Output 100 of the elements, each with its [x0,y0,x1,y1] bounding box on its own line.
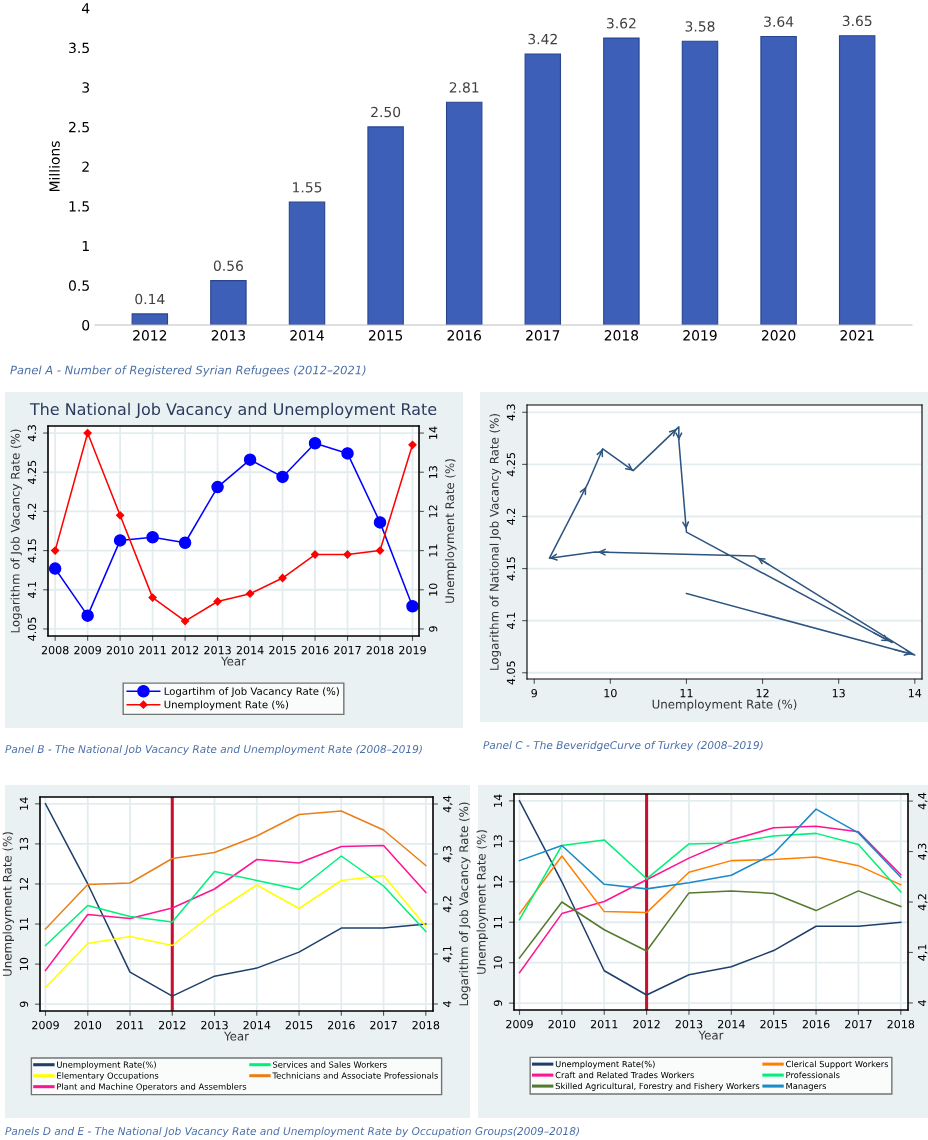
y-axis-title: Logarithm of Job Vacancy Rate (%) [10,429,22,633]
x-tick-label: 2010 [106,645,134,655]
x-tick-label: 2016 [327,1020,355,1030]
x-tick-label: 2011 [590,1019,618,1029]
x-tick-label: 2017 [370,1020,397,1030]
text: Panel C - The BeveridgeCurve of Turkey (2008–2019) [483,740,763,752]
y-tick-label: 4.1 [506,612,515,629]
x-tick-label: 14 [908,689,922,698]
x-tick-label: 2013 [211,330,245,341]
x-tick-label: 2011 [139,645,166,655]
legend-label: Professionals [786,1071,840,1079]
y-tick-label: 3 [82,82,90,93]
y2-tick-label: 4,3 [917,843,928,860]
x-tick-label: 2008 [41,645,69,655]
y2-tick-label: 4 [918,1000,927,1006]
y2-tick-label: 4,4 [918,792,928,810]
y-tick-label: 4.15 [27,539,37,563]
x-tick-label: 2015 [285,1020,313,1030]
data-label: 3.64 [764,16,794,27]
data-label: 0.56 [213,260,243,271]
x-tick-label: 2014 [243,1020,271,1030]
y2-tick-label: 4,3 [442,846,453,863]
data-label: 3.42 [528,33,557,45]
y-tick-label: 4 [81,3,90,14]
y-axis-title: Millions [49,141,60,192]
text: Panel A - Number of Registered Syrian Refugees (2012–2021) [10,365,366,377]
y2-tick-label: 4,2 [917,894,928,911]
y-tick-label: 11 [493,916,502,929]
y-tick-label: 4.25 [27,460,37,485]
y-tick-label: 4.05 [506,661,516,685]
data-label: 2.81 [449,82,479,93]
y2-tick-label: 11 [429,544,438,557]
legend-label: Skilled Agricultural, Forestry and Fishery Workers [555,1082,760,1091]
x-tick-label: 2015 [368,330,403,341]
legend-label: Logartihm of Job Vacancy Rate (%) [164,687,339,697]
y-tick-label: 4.15 [506,557,516,581]
x-tick-label: 2011 [116,1020,144,1030]
data-label: 0.14 [135,293,165,305]
x-tick-label: 11 [680,689,693,698]
y-tick-label: 13 [493,835,503,848]
data-label: 1.55 [293,182,322,193]
legend-label: Craft and Related Trades Workers [555,1071,694,1079]
data-label: 2.50 [371,106,401,118]
x-tick-label: 2013 [201,1020,228,1030]
x-tick-label: 2017 [334,645,361,655]
y-tick-label: 13 [19,837,29,850]
legend-label: Technicians and Associate Professionals [272,1072,438,1079]
y-tick-label: 4.2 [506,508,515,525]
y2-tick-label: 9 [428,626,438,632]
x-tick-label: 2019 [399,645,426,655]
y-tick-label: 12 [493,875,502,888]
y2-axis-title: Unemployment Rate (%) [445,459,457,603]
data-label: 3.65 [842,15,872,27]
x-tick-label: 2017 [845,1019,872,1029]
x-tick-label: 2010 [74,1020,102,1030]
legend-label: Unemployment Rate(%) [57,1061,156,1070]
y-tick-label: 10 [19,957,29,970]
x-tick-label: 2016 [447,330,481,341]
x-axis-title: Year [698,1030,724,1040]
x-tick-label: 2019 [683,330,717,341]
text: Panel B - The National Job Vacancy Rate and Unemployment Rate (2008–2019) [5,744,422,756]
y2-tick-label: 14 [429,426,438,439]
x-tick-label: 2018 [412,1020,440,1030]
x-tick-label: 13 [832,688,845,698]
x-tick-label: 2013 [675,1019,703,1029]
y-tick-label: 2.5 [69,121,89,133]
y2-tick-label: 12 [428,505,438,518]
y2-tick-label: 4,1 [918,944,928,961]
y-tick-label: 12 [19,878,28,890]
data-label: 3.58 [685,21,715,32]
x-tick-label: 9 [531,688,537,698]
x-tick-label: 2013 [204,645,231,655]
x-tick-label: 12 [756,688,769,698]
legend-label: Unemployment Rate (%) [164,700,289,711]
y-tick-label: 4.05 [27,617,37,641]
x-tick-label: 2012 [633,1019,660,1029]
x-tick-label: 2014 [236,645,264,655]
y-axis-title: Logarithm of National Job Vacancy Rate (%) [489,414,501,670]
y-tick-label: 4.1 [27,581,36,599]
x-axis-title: Unemployment Rate (%) [652,699,797,711]
y2-tick-label: 4 [443,1001,452,1007]
x-tick-label: 2014 [290,330,324,341]
x-tick-label: 2009 [32,1020,59,1030]
x-tick-label: 2015 [269,645,296,655]
x-tick-label: 2012 [133,330,167,341]
y2-tick-label: 4,2 [442,896,453,913]
x-tick-label: 2014 [718,1019,745,1029]
y-tick-label: 2 [82,161,89,172]
y2-axis-title: Logarithm of Job Vacancy Rate (%) [459,802,471,1006]
x-tick-label: 2010 [548,1019,576,1029]
y-tick-label: 11 [19,917,28,930]
y-tick-label: 9 [493,1000,503,1006]
y-tick-label: 4.2 [27,503,36,520]
y-tick-label: 10 [493,956,503,969]
x-tick-label: 2018 [887,1019,915,1029]
y-tick-label: 14 [493,794,502,807]
y-tick-label: 4.3 [27,425,37,442]
x-axis-title: Year [223,1031,249,1041]
x-tick-label: 2009 [506,1019,533,1029]
legend-label: Elementary Occupations [57,1072,159,1081]
